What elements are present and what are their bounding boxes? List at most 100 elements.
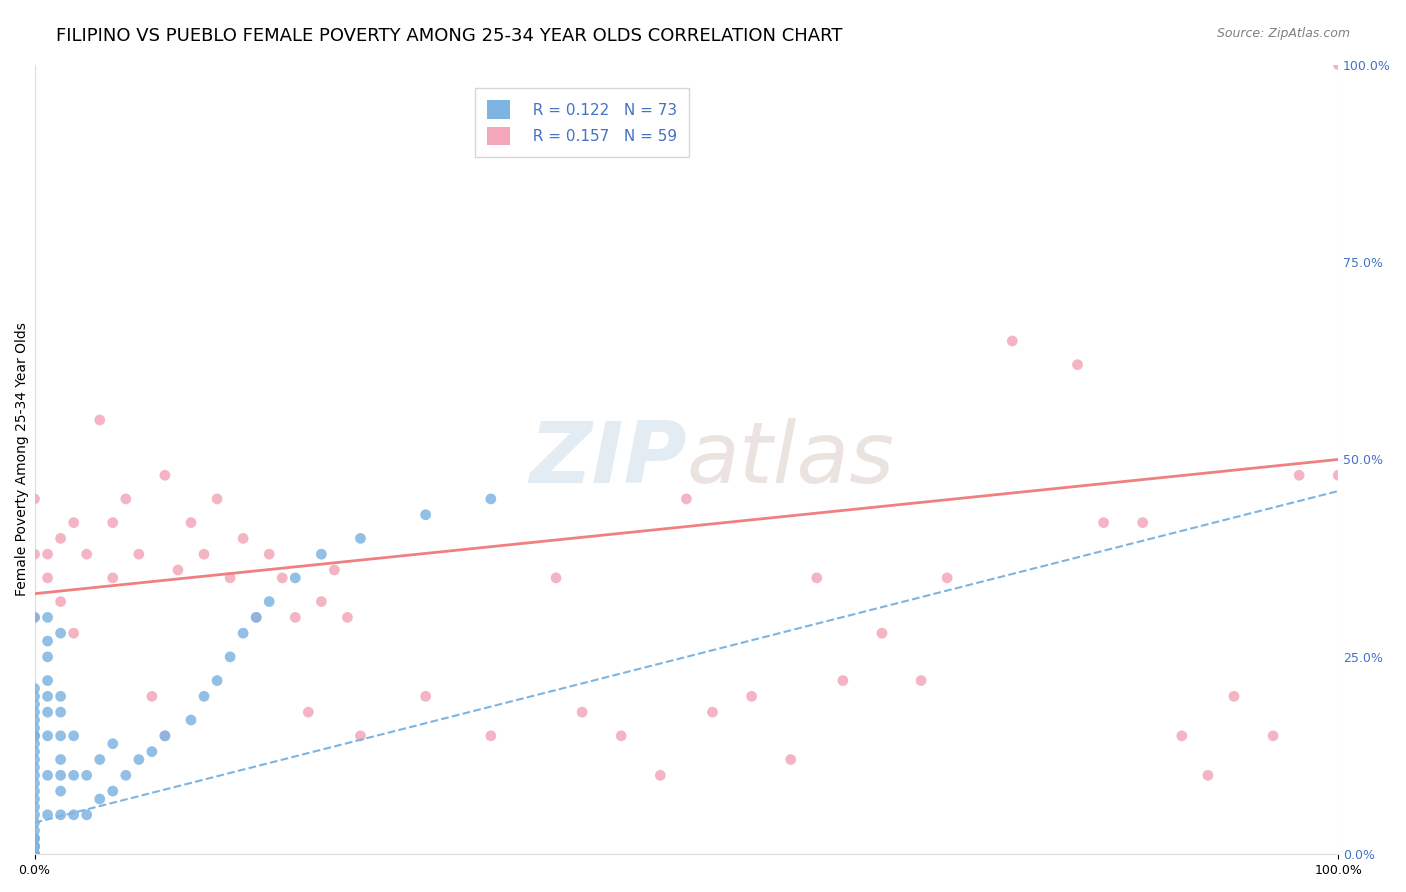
Point	[24, 847, 46, 862]
Point	[741, 690, 763, 704]
Point	[89, 792, 111, 806]
Point	[49, 705, 72, 719]
Point	[779, 752, 801, 766]
Point	[1001, 334, 1024, 348]
Y-axis label: Female Poverty Among 25-34 Year Olds: Female Poverty Among 25-34 Year Olds	[15, 323, 30, 597]
Point	[24, 768, 46, 782]
Point	[37, 571, 59, 585]
Point	[153, 468, 176, 483]
Point	[910, 673, 932, 688]
Point	[336, 610, 359, 624]
Point	[24, 721, 46, 735]
Point	[49, 729, 72, 743]
Point	[24, 752, 46, 766]
Point	[101, 571, 124, 585]
Point	[193, 690, 215, 704]
Point	[24, 800, 46, 814]
Point	[1288, 468, 1310, 483]
Point	[24, 690, 46, 704]
Point	[141, 690, 163, 704]
Point	[24, 831, 46, 846]
Point	[114, 768, 136, 782]
Point	[24, 807, 46, 822]
Point	[37, 690, 59, 704]
Point	[675, 491, 697, 506]
Point	[245, 610, 267, 624]
Point	[205, 491, 228, 506]
Point	[1327, 468, 1350, 483]
Point	[24, 839, 46, 854]
Point	[62, 729, 84, 743]
Point	[1066, 358, 1088, 372]
Text: ZIP: ZIP	[529, 418, 686, 501]
Point	[232, 626, 254, 640]
Point	[24, 729, 46, 743]
Point	[37, 649, 59, 664]
Point	[24, 823, 46, 838]
Point	[1197, 768, 1219, 782]
Point	[141, 745, 163, 759]
Point	[24, 776, 46, 790]
Legend:   R = 0.122   N = 73,   R = 0.157   N = 59: R = 0.122 N = 73, R = 0.157 N = 59	[475, 88, 689, 157]
Point	[24, 713, 46, 727]
Point	[49, 807, 72, 822]
Point	[62, 807, 84, 822]
Point	[24, 745, 46, 759]
Point	[257, 547, 280, 561]
Point	[702, 705, 724, 719]
Point	[219, 649, 242, 664]
Point	[1171, 729, 1194, 743]
Point	[101, 516, 124, 530]
Point	[936, 571, 959, 585]
Point	[114, 491, 136, 506]
Point	[415, 508, 437, 522]
Point	[37, 807, 59, 822]
Point	[1261, 729, 1284, 743]
Point	[37, 729, 59, 743]
Point	[1327, 57, 1350, 71]
Point	[37, 673, 59, 688]
Point	[870, 626, 893, 640]
Point	[24, 737, 46, 751]
Point	[24, 547, 46, 561]
Point	[101, 784, 124, 798]
Point	[24, 698, 46, 712]
Point	[24, 831, 46, 846]
Point	[180, 516, 202, 530]
Point	[297, 705, 319, 719]
Point	[1092, 516, 1115, 530]
Point	[24, 815, 46, 830]
Point	[153, 729, 176, 743]
Point	[349, 729, 371, 743]
Point	[24, 847, 46, 862]
Point	[650, 768, 672, 782]
Point	[24, 681, 46, 696]
Point	[49, 784, 72, 798]
Point	[349, 532, 371, 546]
Point	[24, 705, 46, 719]
Point	[831, 673, 853, 688]
Point	[128, 752, 150, 766]
Point	[37, 610, 59, 624]
Point	[219, 571, 242, 585]
Point	[37, 547, 59, 561]
Point	[49, 752, 72, 766]
Point	[257, 594, 280, 608]
Point	[24, 729, 46, 743]
Point	[205, 673, 228, 688]
Point	[49, 594, 72, 608]
Point	[180, 713, 202, 727]
Point	[193, 547, 215, 561]
Point	[311, 547, 333, 561]
Point	[24, 847, 46, 862]
Point	[24, 610, 46, 624]
Text: atlas: atlas	[686, 418, 894, 501]
Point	[24, 784, 46, 798]
Point	[49, 626, 72, 640]
Point	[415, 690, 437, 704]
Point	[89, 752, 111, 766]
Point	[571, 705, 593, 719]
Point	[49, 532, 72, 546]
Point	[37, 634, 59, 648]
Point	[89, 413, 111, 427]
